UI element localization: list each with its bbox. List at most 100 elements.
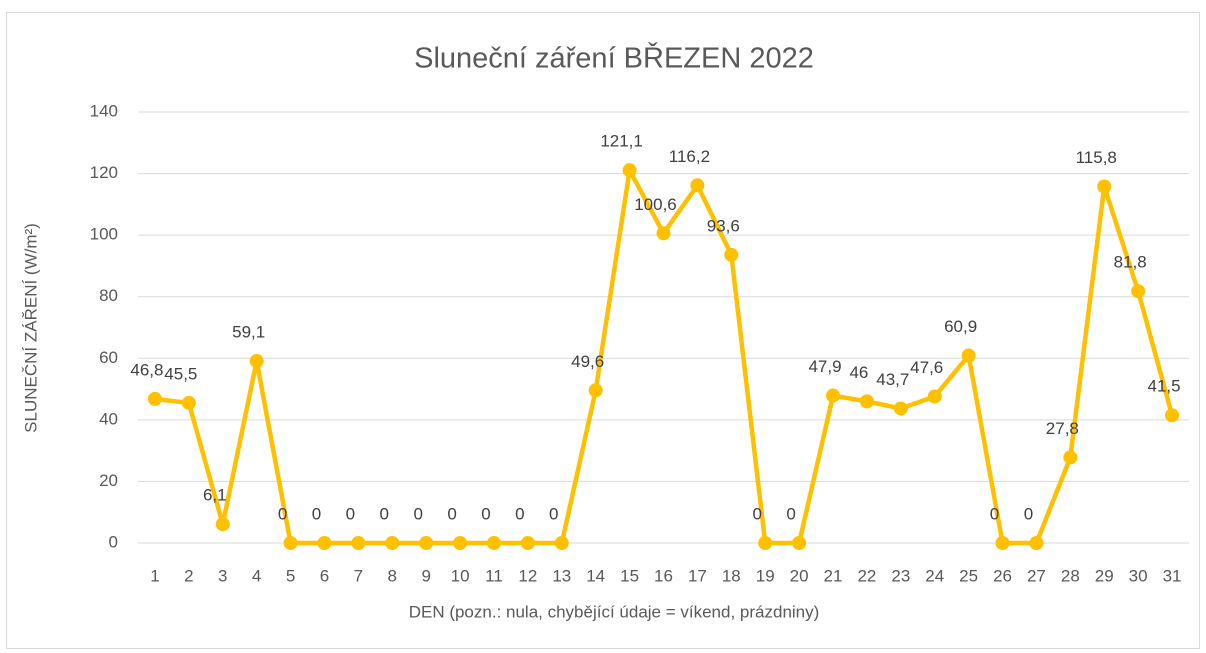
- marker: [859, 394, 874, 409]
- data-label: 115,8: [1076, 148, 1117, 167]
- x-tick-label: 7: [354, 566, 363, 585]
- marker: [588, 383, 603, 398]
- x-tick-label: 16: [654, 566, 673, 585]
- data-label: 49,6: [571, 352, 604, 371]
- data-label: 60,9: [944, 317, 977, 336]
- chart-title: Sluneční záření BŘEZEN 2022: [414, 42, 814, 75]
- marker: [520, 536, 535, 550]
- data-label: 6,1: [203, 486, 227, 505]
- data-label: 0: [413, 504, 422, 523]
- data-label: 0: [786, 504, 795, 523]
- x-tick-label: 15: [620, 566, 639, 585]
- data-label: 27,8: [1046, 419, 1079, 438]
- x-tick-label: 18: [722, 566, 741, 585]
- data-label: 0: [752, 504, 761, 523]
- marker: [927, 389, 942, 404]
- x-tick-label: 20: [790, 566, 809, 585]
- x-tick-label: 5: [286, 566, 295, 585]
- data-label: 116,2: [669, 147, 710, 166]
- marker: [826, 388, 841, 403]
- marker: [995, 536, 1010, 550]
- marker: [656, 226, 671, 241]
- marker: [249, 354, 264, 369]
- x-tick-label: 11: [485, 566, 503, 585]
- x-tick-label: 26: [993, 566, 1012, 585]
- data-label: 47,9: [808, 357, 841, 376]
- marker: [317, 536, 332, 550]
- x-tick-label: 31: [1163, 566, 1182, 585]
- x-tick-label: 12: [518, 566, 537, 585]
- data-label: 0: [1024, 504, 1033, 523]
- data-label: 45,5: [164, 364, 197, 383]
- marker: [181, 395, 196, 410]
- data-label: 0: [380, 504, 389, 523]
- x-tick-label: 27: [1027, 566, 1046, 585]
- x-tick-label: 30: [1129, 566, 1148, 585]
- x-tick-label: 17: [688, 566, 707, 585]
- data-label: 93,6: [707, 216, 740, 235]
- y-tick-label: 40: [99, 409, 118, 428]
- marker: [351, 536, 366, 550]
- y-axis-title: SLUNEČNÍ ZÁŘENÍ (W/m²): [21, 223, 40, 433]
- x-tick-label: 25: [959, 566, 978, 585]
- data-label: 43,7: [876, 370, 909, 389]
- marker: [385, 536, 400, 550]
- data-label: 41,5: [1148, 377, 1181, 396]
- data-label: 0: [346, 504, 355, 523]
- data-label: 100,6: [634, 195, 677, 214]
- data-label: 0: [481, 504, 490, 523]
- marker: [554, 536, 569, 550]
- marker: [792, 536, 807, 550]
- marker: [1165, 408, 1180, 423]
- x-tick-label: 1: [150, 566, 159, 585]
- x-tick-label: 4: [252, 566, 261, 585]
- marker: [1131, 284, 1146, 299]
- marker: [690, 178, 705, 193]
- marker: [758, 536, 773, 550]
- data-label: 121,1: [600, 132, 643, 151]
- data-label: 46,8: [130, 360, 163, 379]
- x-tick-label: 9: [421, 566, 430, 585]
- data-label: 81,8: [1114, 253, 1147, 272]
- x-tick-label: 19: [756, 566, 775, 585]
- x-tick-label: 21: [824, 566, 843, 585]
- data-label: 0: [312, 504, 321, 523]
- data-label: 0: [549, 504, 558, 523]
- y-tick-label: 100: [90, 225, 118, 244]
- marker: [893, 401, 908, 416]
- x-tick-label: 3: [218, 566, 227, 585]
- y-tick-label: 80: [99, 286, 118, 305]
- x-axis-title: DEN (pozn.: nula, chybějící údaje = víke…: [409, 602, 820, 621]
- x-tick-label: 28: [1061, 566, 1080, 585]
- marker: [1063, 450, 1078, 465]
- data-label: 0: [990, 504, 999, 523]
- x-tick-label: 10: [451, 566, 470, 585]
- y-tick-label: 60: [99, 348, 118, 367]
- x-tick-label: 23: [891, 566, 910, 585]
- marker: [1029, 536, 1044, 550]
- data-label: 46: [849, 363, 868, 382]
- marker: [419, 536, 434, 550]
- x-tick-label: 6: [320, 566, 329, 585]
- marker: [453, 536, 468, 550]
- marker: [724, 247, 739, 262]
- marker: [283, 536, 298, 550]
- x-tick-label: 24: [925, 566, 944, 585]
- y-tick-label: 120: [90, 163, 118, 182]
- x-tick-label: 2: [184, 566, 193, 585]
- marker: [215, 517, 230, 532]
- marker: [1097, 179, 1112, 194]
- marker: [961, 348, 976, 363]
- x-tick-label: 22: [857, 566, 876, 585]
- y-tick-label: 20: [99, 471, 118, 490]
- y-tick-label: 140: [90, 101, 118, 120]
- x-tick-label: 8: [388, 566, 397, 585]
- marker: [147, 391, 162, 406]
- x-tick-label: 13: [552, 566, 571, 585]
- marker: [622, 163, 637, 178]
- y-tick-label: 0: [109, 532, 118, 551]
- data-label: 0: [278, 504, 287, 523]
- data-label: 59,1: [232, 323, 265, 342]
- x-tick-label: 14: [586, 566, 605, 585]
